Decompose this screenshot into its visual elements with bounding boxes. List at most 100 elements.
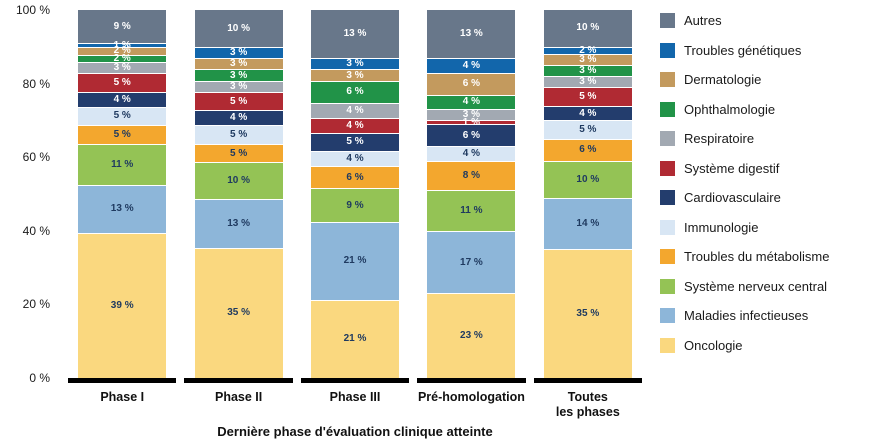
legend-item: Cardiovasculaire xyxy=(660,190,829,205)
x-axis-category-labels: Phase I Phase II Phase III Pré-homologation… xyxy=(64,390,646,420)
bar-segment: 35 % xyxy=(543,249,632,378)
bar-segment: 23 % xyxy=(427,293,516,378)
segment-value-label: 6 % xyxy=(462,129,481,141)
bar-segment: 21 % xyxy=(311,299,400,378)
legend-label: Oncologie xyxy=(684,337,743,353)
stacked-bar: 9 % 1 % 2 % 2 % 3 % 5 % 4 % 5 % 5 % 11 % 13 % 39 % xyxy=(78,10,167,378)
y-tick-label: 80 % xyxy=(22,76,50,91)
segment-value-label: 4 % xyxy=(579,107,597,119)
legend-label: Respiratoire xyxy=(684,131,755,146)
bar-group: 10 % 2 % 3 % 3 % 3 % 5 % 4 % 5 % 6 % 10 % 14 % 35 % xyxy=(530,10,646,383)
segment-value-label: 5 % xyxy=(229,147,248,159)
segment-value-label: 4 % xyxy=(113,93,131,105)
x-axis-baseline xyxy=(68,378,177,383)
segment-value-label: 9 % xyxy=(346,199,364,211)
segment-value-label: 10 % xyxy=(227,22,250,34)
bar-segment: 3 % xyxy=(78,62,167,74)
segment-value-label: 2 % xyxy=(113,45,131,57)
bar-segment: 4 % xyxy=(311,117,400,133)
segment-value-label: 21 % xyxy=(343,333,367,345)
legend-swatch xyxy=(660,190,675,205)
segment-value-label: 4 % xyxy=(346,119,364,131)
y-tick-label: 60 % xyxy=(22,150,50,165)
legend-swatch xyxy=(660,278,675,294)
legend-swatch xyxy=(660,101,675,117)
bar-segment: 3 % xyxy=(194,69,283,81)
segment-value-label: 1 % xyxy=(113,39,131,51)
legend-item: Oncologie xyxy=(660,337,829,353)
segment-value-label: 8 % xyxy=(462,170,481,182)
bar-segment: 3 % xyxy=(427,109,516,121)
legend-label: Troubles du métabolisme xyxy=(684,249,830,264)
bar-segment: 6 % xyxy=(543,138,632,161)
segment-value-label: 3 % xyxy=(579,65,597,77)
legend-swatch xyxy=(660,72,675,87)
segment-value-label: 6 % xyxy=(462,78,481,90)
bar-segment: 35 % xyxy=(194,247,283,378)
bar-segment: 4 % xyxy=(311,151,400,167)
legend-swatch xyxy=(660,219,675,235)
x-axis-title: Dernière phase d'évaluation clinique att… xyxy=(217,424,493,439)
segment-value-label: 10 % xyxy=(227,175,250,187)
legend-label: Ophthalmologie xyxy=(684,101,776,117)
y-axis: 0 % 20 % 40 % 60 % 80 % 100 % xyxy=(0,3,56,385)
bar-segment: 4 % xyxy=(427,146,516,161)
segment-value-label: 10 % xyxy=(576,173,600,185)
segment-value-label: 39 % xyxy=(110,299,134,311)
bars-container: 9 % 1 % 2 % 2 % 3 % 5 % 4 % 5 % 5 % 11 % 13 % 39 % 1… xyxy=(64,10,646,383)
segment-value-label: 10 % xyxy=(576,22,600,34)
segment-value-label: 9 % xyxy=(113,20,131,32)
legend: Autres Troubles génétiques Dermatologie Oph… xyxy=(660,13,829,353)
segment-value-label: 3 % xyxy=(579,76,597,88)
segment-value-label: 35 % xyxy=(576,308,600,320)
legend-swatch xyxy=(660,160,675,176)
stacked-bar: 13 % 4 % 6 % 4 % 3 % 1 % 6 % 4 % 8 % 11 % 17 % 23 % xyxy=(427,10,516,378)
legend-swatch xyxy=(660,337,675,353)
bar-segment: 10 % xyxy=(543,160,632,198)
bar-segment: 21 % xyxy=(311,221,400,300)
category-label: Toutes les phases xyxy=(555,390,620,419)
legend-swatch xyxy=(660,13,675,28)
segment-value-label: 3 % xyxy=(229,69,248,81)
bar-segment: 3 % xyxy=(543,54,632,66)
legend-label: Autres xyxy=(684,13,722,28)
bar-segment: 2 % xyxy=(78,52,167,64)
segment-value-label: 17 % xyxy=(460,256,483,268)
bar-segment: 17 % xyxy=(427,230,516,294)
bar-segment: 10 % xyxy=(543,10,632,47)
segment-value-label: 2 % xyxy=(113,52,131,64)
bar-segment: 9 % xyxy=(311,188,400,222)
bar-segment: 5 % xyxy=(311,132,400,152)
y-tick-label: 20 % xyxy=(22,297,50,312)
bar-segment: 5 % xyxy=(194,91,283,111)
legend-swatch xyxy=(660,131,675,146)
bar-segment: 39 % xyxy=(78,232,167,378)
legend-label: Système digestif xyxy=(684,160,780,176)
segment-value-label: 6 % xyxy=(346,171,364,183)
bar-segment: 1 % xyxy=(427,117,516,127)
segment-value-label: 4 % xyxy=(462,147,481,159)
segment-value-label: 21 % xyxy=(343,255,367,267)
segment-value-label: 5 % xyxy=(579,124,597,136)
bar-segment: 1 % xyxy=(78,40,167,50)
legend-item: Troubles génétiques xyxy=(660,42,829,58)
legend-item: Ophthalmologie xyxy=(660,101,829,117)
legend-item: Respiratoire xyxy=(660,131,829,146)
segment-value-label: 11 % xyxy=(111,158,134,170)
bar-segment: 11 % xyxy=(427,190,516,231)
legend-label: Troubles génétiques xyxy=(684,42,802,58)
category-label: Pré-homologation xyxy=(417,390,525,404)
segment-value-label: 5 % xyxy=(113,76,131,88)
segment-value-label: 14 % xyxy=(576,217,600,229)
bar-segment: 5 % xyxy=(78,73,167,92)
bar-segment: 6 % xyxy=(311,80,400,103)
legend-item: Dermatologie xyxy=(660,72,829,87)
segment-value-label: 3 % xyxy=(229,47,248,59)
bar-segment: 3 % xyxy=(543,76,632,88)
legend-item: Système nerveux central xyxy=(660,278,829,294)
bar-group: 13 % 3 % 3 % 6 % 4 % 4 % 5 % 4 % 6 % 9 % 21 % 21 % xyxy=(297,10,413,383)
bar-segment: 4 % xyxy=(78,91,167,107)
bar-segment: 3 % xyxy=(543,65,632,77)
legend-label: Cardiovasculaire xyxy=(684,190,781,205)
segment-value-label: 3 % xyxy=(579,54,597,66)
